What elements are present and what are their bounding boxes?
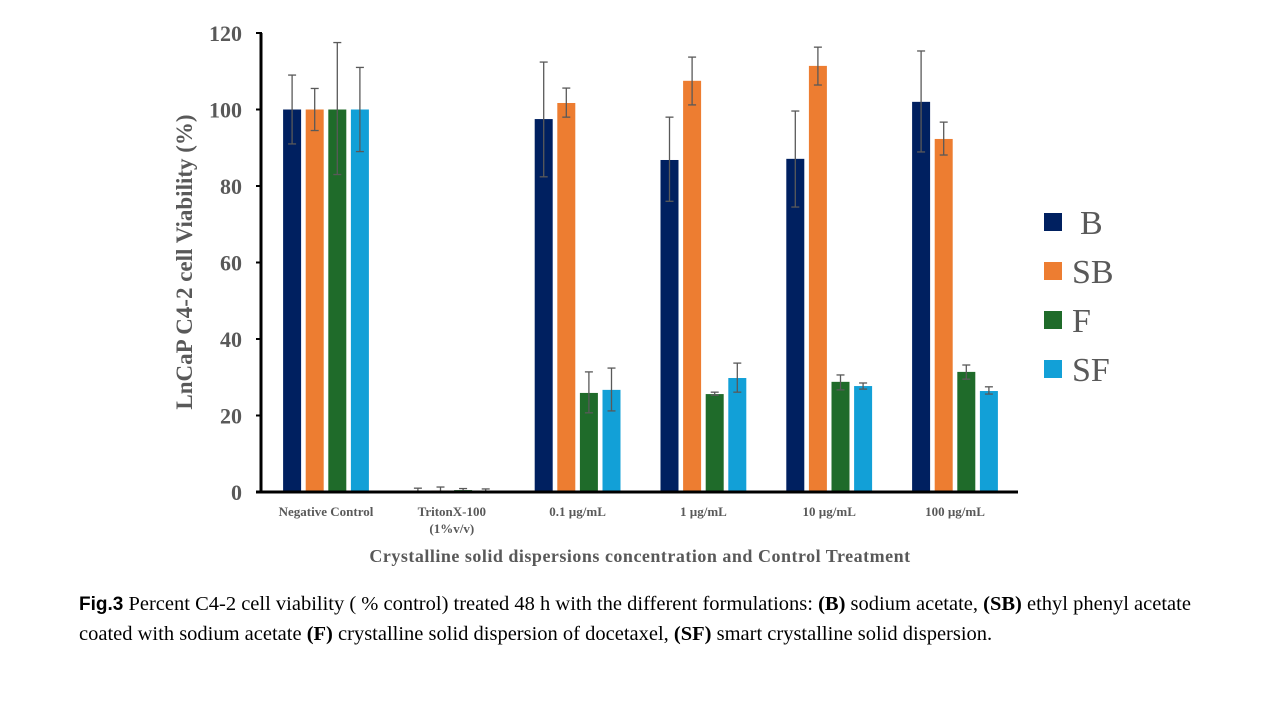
bar-b: [786, 158, 805, 492]
x-axis-title: Crystalline solid dispersions concentrat…: [369, 546, 910, 566]
x-tick-label: 100 µg/mL: [925, 504, 985, 519]
error-bar: [813, 46, 822, 86]
x-tick-labels: Negative Control TritonX-100 (1%v/v) 0.1 µg…: [279, 504, 986, 536]
error-bar: [539, 61, 548, 178]
error-bar: [939, 121, 948, 156]
error-bar: [688, 56, 697, 106]
error-bar: [836, 374, 845, 391]
legend-label-f: F: [1072, 303, 1091, 340]
legend-label-sb: SB: [1072, 254, 1114, 291]
caption-key: (SF): [673, 622, 712, 645]
legend-swatch-sb: [1044, 262, 1062, 280]
error-bar: [984, 386, 993, 395]
error-bar: [310, 87, 319, 132]
x-tick-label: TritonX-100 (1%v/v): [418, 504, 486, 536]
y-tick-label: 40: [220, 327, 242, 352]
error-bar: [733, 362, 742, 393]
bar-sb: [683, 80, 702, 492]
y-axis-title: LnCaP C4-2 cell Viability (%): [172, 114, 197, 409]
figure-label: Fig.3: [79, 594, 124, 615]
error-bar: [665, 116, 674, 202]
caption-segment: crystalline solid dispersion of docetaxe…: [332, 622, 674, 645]
caption-segment: Percent C4-2 cell viability ( % control)…: [123, 593, 819, 615]
bar-sf: [979, 391, 998, 492]
bar-f: [705, 394, 724, 492]
y-tick-label: 20: [220, 404, 242, 429]
bar-sb: [808, 65, 827, 493]
error-bar: [333, 41, 342, 176]
x-tick-label: 10 µg/mL: [803, 504, 857, 519]
bar-b: [912, 101, 931, 492]
error-bar: [710, 391, 719, 396]
y-tick-label: 60: [220, 251, 242, 276]
y-tick-label: 120: [209, 21, 242, 46]
bar-b: [283, 109, 302, 492]
y-tick-label: 0: [231, 480, 242, 505]
caption-segment: sodium acetate,: [845, 593, 984, 615]
error-bar: [607, 367, 616, 412]
bar-sb: [934, 138, 953, 492]
bar-f: [328, 109, 347, 492]
bar-chart: 0 20 40 60 80 100 120 Negative Control TritonX-…: [172, 21, 1114, 566]
x-tick-label: 1 µg/mL: [680, 504, 727, 519]
bar-sf: [602, 389, 621, 492]
bar-sb: [305, 109, 324, 492]
error-bar: [355, 66, 364, 153]
bar-sf: [728, 378, 747, 492]
legend-swatch-b: [1044, 213, 1062, 231]
x-tick-label: 0.1 µg/mL: [549, 504, 606, 519]
bar-sf: [350, 109, 369, 492]
bar-b: [660, 159, 679, 493]
legend-swatch-sf: [1044, 360, 1062, 378]
caption-key: (B): [818, 593, 846, 615]
error-bar: [791, 110, 800, 208]
bars-layer: [283, 65, 998, 493]
y-tick-label: 100: [209, 98, 242, 123]
error-bar: [584, 371, 593, 414]
error-bar: [859, 382, 868, 390]
caption-segment: ethyl phenyl acetate coated with sodium …: [79, 593, 1191, 645]
legend-label-b: B: [1080, 205, 1103, 242]
error-bar: [962, 364, 971, 380]
caption-segment: smart crystalline solid dispersion.: [711, 622, 993, 645]
error-bar: [917, 50, 926, 153]
caption-text: Percent C4-2 cell viability ( % control)…: [79, 593, 1191, 645]
error-bars-layer: [288, 41, 993, 493]
error-bar: [562, 87, 571, 118]
legend-swatch-f: [1044, 311, 1062, 329]
y-ticks: 0 20 40 60 80 100 120: [209, 21, 262, 505]
figure-caption: Fig.3 Percent C4-2 cell viability ( % co…: [79, 590, 1209, 648]
legend: B SB F SF: [1044, 205, 1114, 389]
bar-sf: [854, 386, 873, 492]
bar-f: [579, 392, 598, 492]
x-tick-label: Negative Control: [279, 504, 374, 519]
caption-key: (F): [306, 622, 333, 645]
bar-sb: [557, 102, 576, 492]
bar-f: [957, 371, 976, 492]
legend-label-sf: SF: [1072, 352, 1110, 389]
bar-b: [534, 119, 553, 492]
error-bar: [288, 74, 297, 145]
y-tick-label: 80: [220, 174, 242, 199]
bar-f: [831, 381, 850, 492]
caption-key: (SB): [983, 593, 1022, 615]
